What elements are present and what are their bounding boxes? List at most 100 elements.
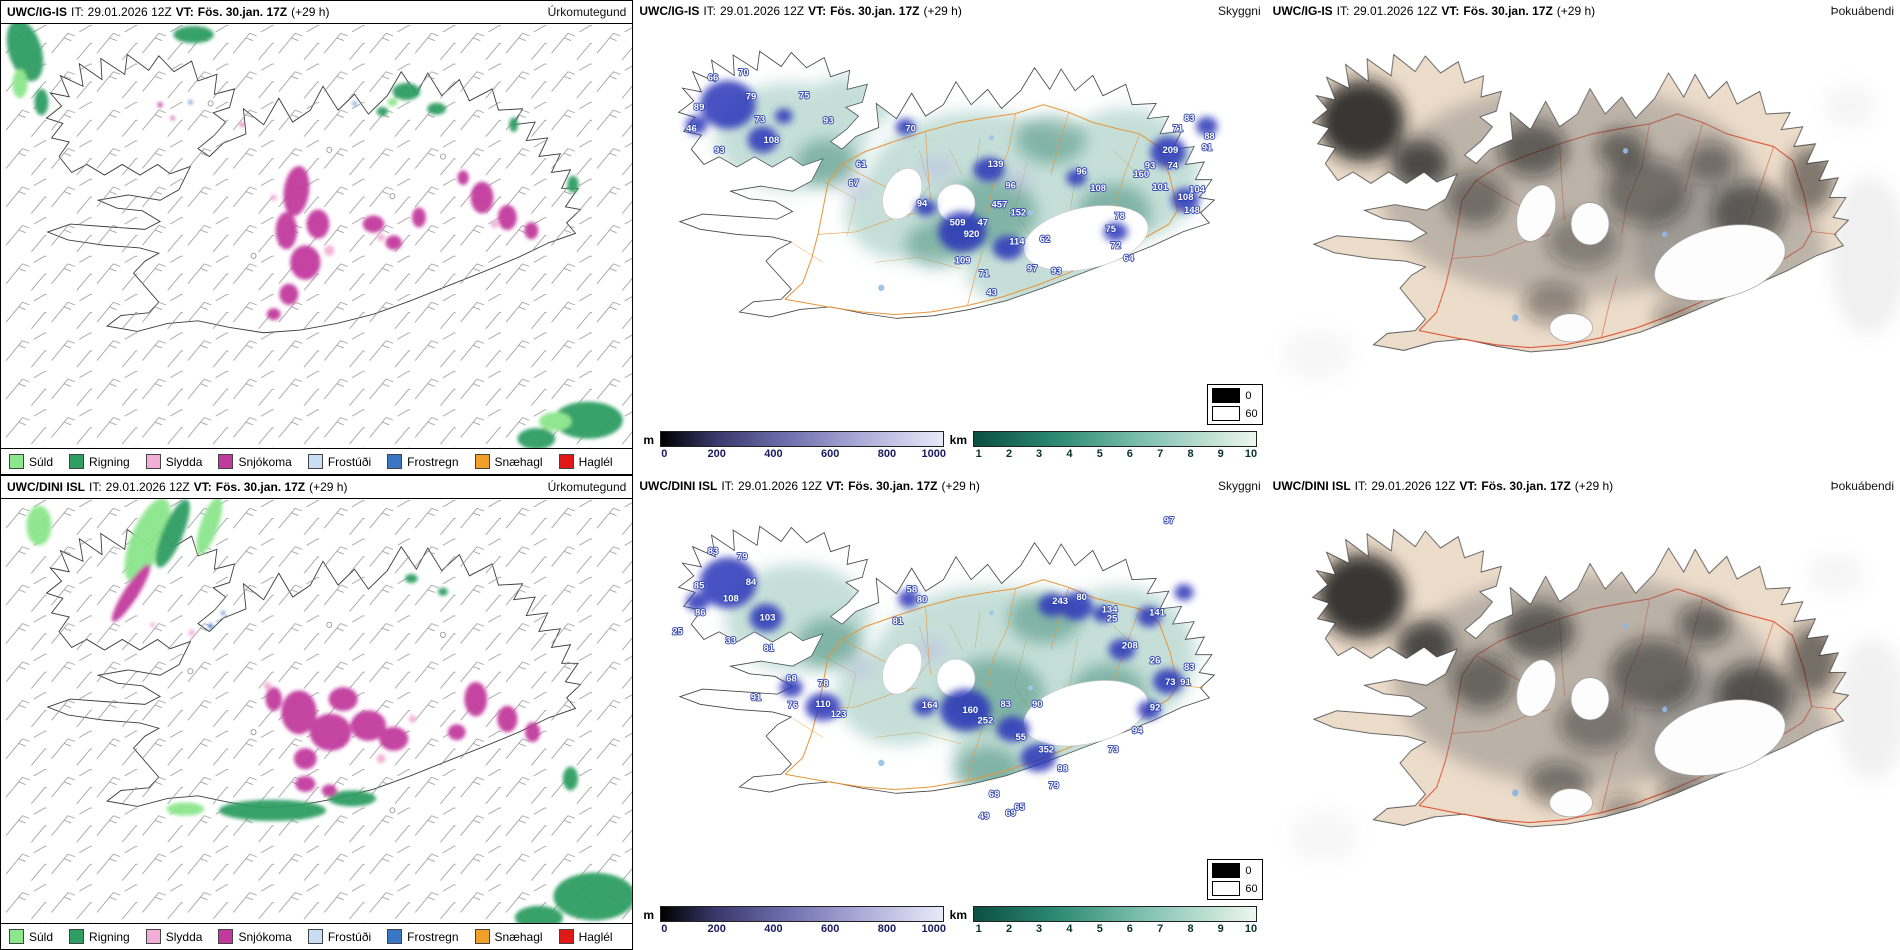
valid-label: VT: — [1441, 4, 1460, 18]
svg-text:97: 97 — [1164, 516, 1175, 527]
svg-text:81: 81 — [764, 643, 775, 654]
lakes — [1511, 147, 1667, 322]
svg-text:92: 92 — [1150, 703, 1161, 714]
fog-map — [1266, 22, 1900, 475]
svg-text:70: 70 — [906, 123, 917, 134]
legend-swatch — [474, 454, 490, 469]
fog-scale-value: 0 — [1245, 864, 1252, 877]
lead-time: (+29 h) — [291, 5, 330, 19]
legend-item-snjokoma: Snjókoma — [218, 929, 292, 944]
scale-tick: 200 — [707, 448, 726, 460]
scale-tick: 2 — [1005, 448, 1013, 460]
legend-item-slydda: Slydda — [145, 454, 202, 469]
svg-text:79: 79 — [1049, 780, 1060, 791]
legend-label: Frostregn — [407, 929, 459, 944]
scale-unit-m: m — [643, 908, 654, 922]
fog-map — [1266, 497, 1900, 950]
svg-text:66: 66 — [708, 72, 719, 83]
legend-label: Frostúði — [327, 929, 372, 944]
scale-tick: 7 — [1157, 923, 1164, 935]
precip-map — [1, 24, 633, 448]
svg-text:76: 76 — [788, 700, 799, 711]
legend-label: Slydda — [165, 929, 203, 944]
scale-tick: 600 — [821, 923, 840, 935]
run-info: UWC/DINI ISL IT: 29.01.2026 12Z VT: Fös.… — [1273, 479, 1613, 493]
scale-unit-m: m — [643, 433, 654, 447]
model-name: UWC/DINI ISL — [639, 479, 718, 493]
svg-text:55: 55 — [1016, 732, 1027, 743]
legend-label: Haglél — [578, 929, 613, 944]
valid-value: Fös. 30.jan. 17Z — [1481, 479, 1571, 493]
legend-swatch — [307, 929, 323, 944]
svg-text:83: 83 — [1001, 699, 1012, 710]
visibility-map: 66 70 89 79 46 73 108 93 75 93 70 61 67 94 139 96 457 152… — [633, 22, 1267, 429]
fog-map-svg — [1266, 22, 1900, 475]
svg-text:79: 79 — [746, 92, 757, 103]
init-label: IT: — [1354, 479, 1368, 493]
visibility-colorbar: 1 2 3 4 5 6 7 8 9 10 — [973, 431, 1257, 471]
svg-text:98: 98 — [1058, 764, 1069, 775]
lakes — [878, 135, 1034, 292]
svg-text:89: 89 — [694, 102, 705, 113]
fog-scale-swatch-white — [1212, 406, 1241, 421]
legend-item-haglel: Haglél — [558, 929, 613, 944]
model-name: UWC/IG-IS — [7, 5, 67, 19]
legend-item-haglel: Haglél — [558, 454, 613, 469]
legend-label: Rigning — [89, 454, 130, 469]
scale-tick: 5 — [1096, 923, 1103, 935]
init-label: IT: — [89, 480, 102, 494]
run-info: UWC/DINI ISL IT: 29.01.2026 12Z VT: Fös.… — [7, 480, 347, 494]
svg-text:83: 83 — [708, 546, 719, 557]
visibility-scalebar: m 0 200 400 600 800 1000 km 1 2 3 — [633, 904, 1267, 950]
svg-text:93: 93 — [1051, 266, 1062, 277]
legend-item-rigning: Rigning — [69, 929, 130, 944]
svg-text:152: 152 — [1011, 207, 1027, 218]
lead-time: (+29 h) — [923, 4, 962, 18]
sea-fog-wisps — [1288, 555, 1900, 862]
svg-text:110: 110 — [816, 699, 831, 710]
legend-label: Frostregn — [407, 454, 459, 469]
fog-scale-value: 60 — [1245, 407, 1258, 420]
panel-fog-dini: UWC/DINI ISL IT: 29.01.2026 12Z VT: Fös.… — [1266, 475, 1900, 950]
svg-text:108: 108 — [764, 135, 780, 146]
svg-text:457: 457 — [992, 200, 1008, 211]
scale-tick: 9 — [1217, 923, 1224, 935]
svg-text:61: 61 — [856, 159, 867, 170]
legend-item-frostudi: Frostúði — [307, 454, 371, 469]
svg-text:97: 97 — [1027, 263, 1038, 274]
legend-label: Snjókoma — [238, 454, 292, 469]
legend-item-snjokoma: Snjókoma — [218, 454, 292, 469]
legend-swatch — [69, 929, 85, 944]
svg-text:73: 73 — [755, 114, 766, 125]
legend-item-snaehagl: Snæhagl — [474, 454, 543, 469]
svg-text:91: 91 — [1202, 142, 1213, 153]
scale-tick: 7 — [1157, 448, 1164, 460]
legend-swatch — [9, 454, 24, 469]
scale-tick: 6 — [1126, 923, 1133, 935]
svg-text:123: 123 — [831, 709, 847, 720]
init-label: IT: — [71, 5, 84, 19]
scale-tick: 4 — [1066, 923, 1073, 935]
scale-tick: 600 — [821, 448, 840, 460]
panel-header: UWC/IG-IS IT: 29.01.2026 12Z VT: Fös. 30… — [1, 1, 633, 24]
svg-text:209: 209 — [1163, 145, 1179, 156]
fog-scale-value: 0 — [1245, 389, 1252, 402]
legend-swatch — [9, 929, 24, 944]
init-value: 29.01.2026 12Z — [105, 480, 190, 494]
valid-value: Fös. 30.jan. 17Z — [1463, 4, 1553, 18]
svg-text:164: 164 — [922, 700, 939, 711]
precip-map-svg — [1, 499, 633, 923]
scale-tick: 3 — [1036, 448, 1043, 460]
svg-text:93: 93 — [823, 116, 834, 127]
svg-text:96: 96 — [1077, 167, 1088, 178]
svg-text:47: 47 — [978, 217, 989, 228]
scale-tick: 8 — [1187, 923, 1194, 935]
scale-tick: 1 — [975, 923, 982, 935]
svg-text:78: 78 — [1115, 211, 1126, 222]
precip-legend: Súld Rigning Slydda Snjókoma Frostúði Fr… — [1, 923, 633, 949]
fog-scale-swatch-black — [1212, 863, 1241, 878]
svg-text:252: 252 — [978, 715, 994, 726]
run-info: UWC/DINI ISL IT: 29.01.2026 12Z VT: Fös.… — [639, 479, 979, 493]
visibility-map: 97 83 79 85 84 108 86 103 25 33 81 68 78 91 76 123 110 58… — [633, 497, 1267, 904]
init-label: IT: — [703, 4, 716, 18]
